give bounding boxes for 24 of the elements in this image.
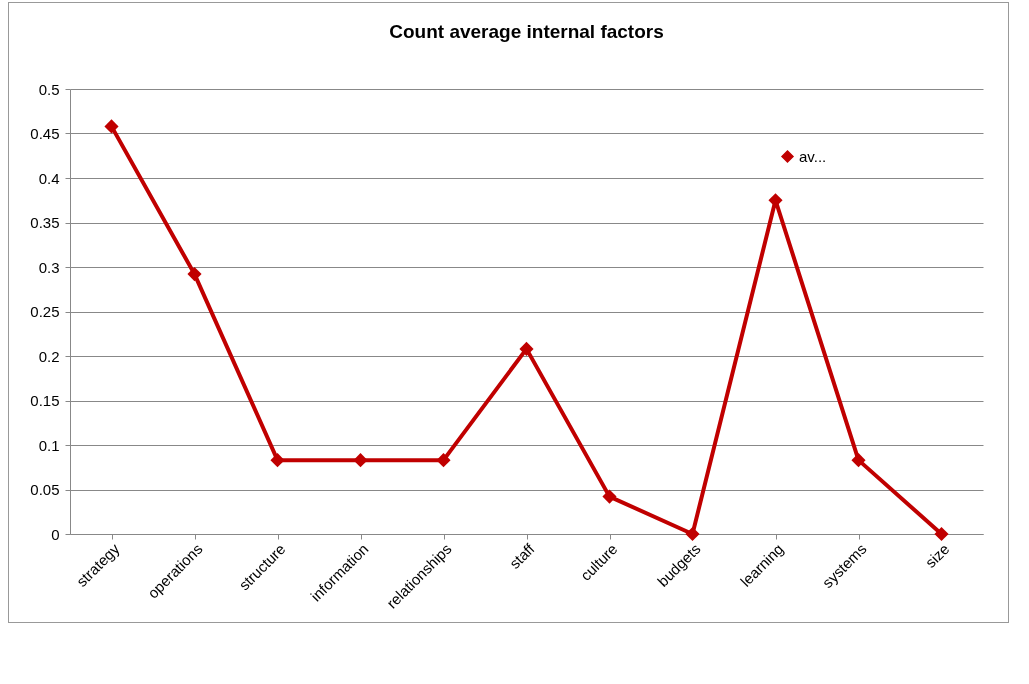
point xyxy=(685,526,700,542)
y-tick-label: 0.2 xyxy=(38,347,60,365)
point xyxy=(270,453,285,468)
point xyxy=(602,489,617,504)
point xyxy=(187,267,202,282)
y-tick-label: 0.3 xyxy=(38,258,60,276)
point xyxy=(934,526,949,542)
y-tick-label: 0.25 xyxy=(30,303,60,320)
point xyxy=(851,453,866,468)
point xyxy=(353,453,368,468)
y-tick-label: 0.45 xyxy=(30,125,60,142)
y-tick-label: 0.05 xyxy=(30,481,60,498)
y-tick-label: 0.1 xyxy=(38,436,60,454)
point xyxy=(436,453,451,468)
y-tick-label: 0 xyxy=(51,525,60,543)
y-tick-label: 0.4 xyxy=(38,169,60,187)
chart-title: Count average internal factors xyxy=(389,21,664,42)
y-tick-label: 0.35 xyxy=(30,214,60,231)
point xyxy=(519,341,534,356)
x-tick-label: size xyxy=(921,540,953,571)
legend-label: av... xyxy=(799,147,827,165)
y-tick-label: 0.15 xyxy=(30,392,60,409)
point xyxy=(104,119,119,134)
y-tick-label: 0.5 xyxy=(38,80,60,98)
